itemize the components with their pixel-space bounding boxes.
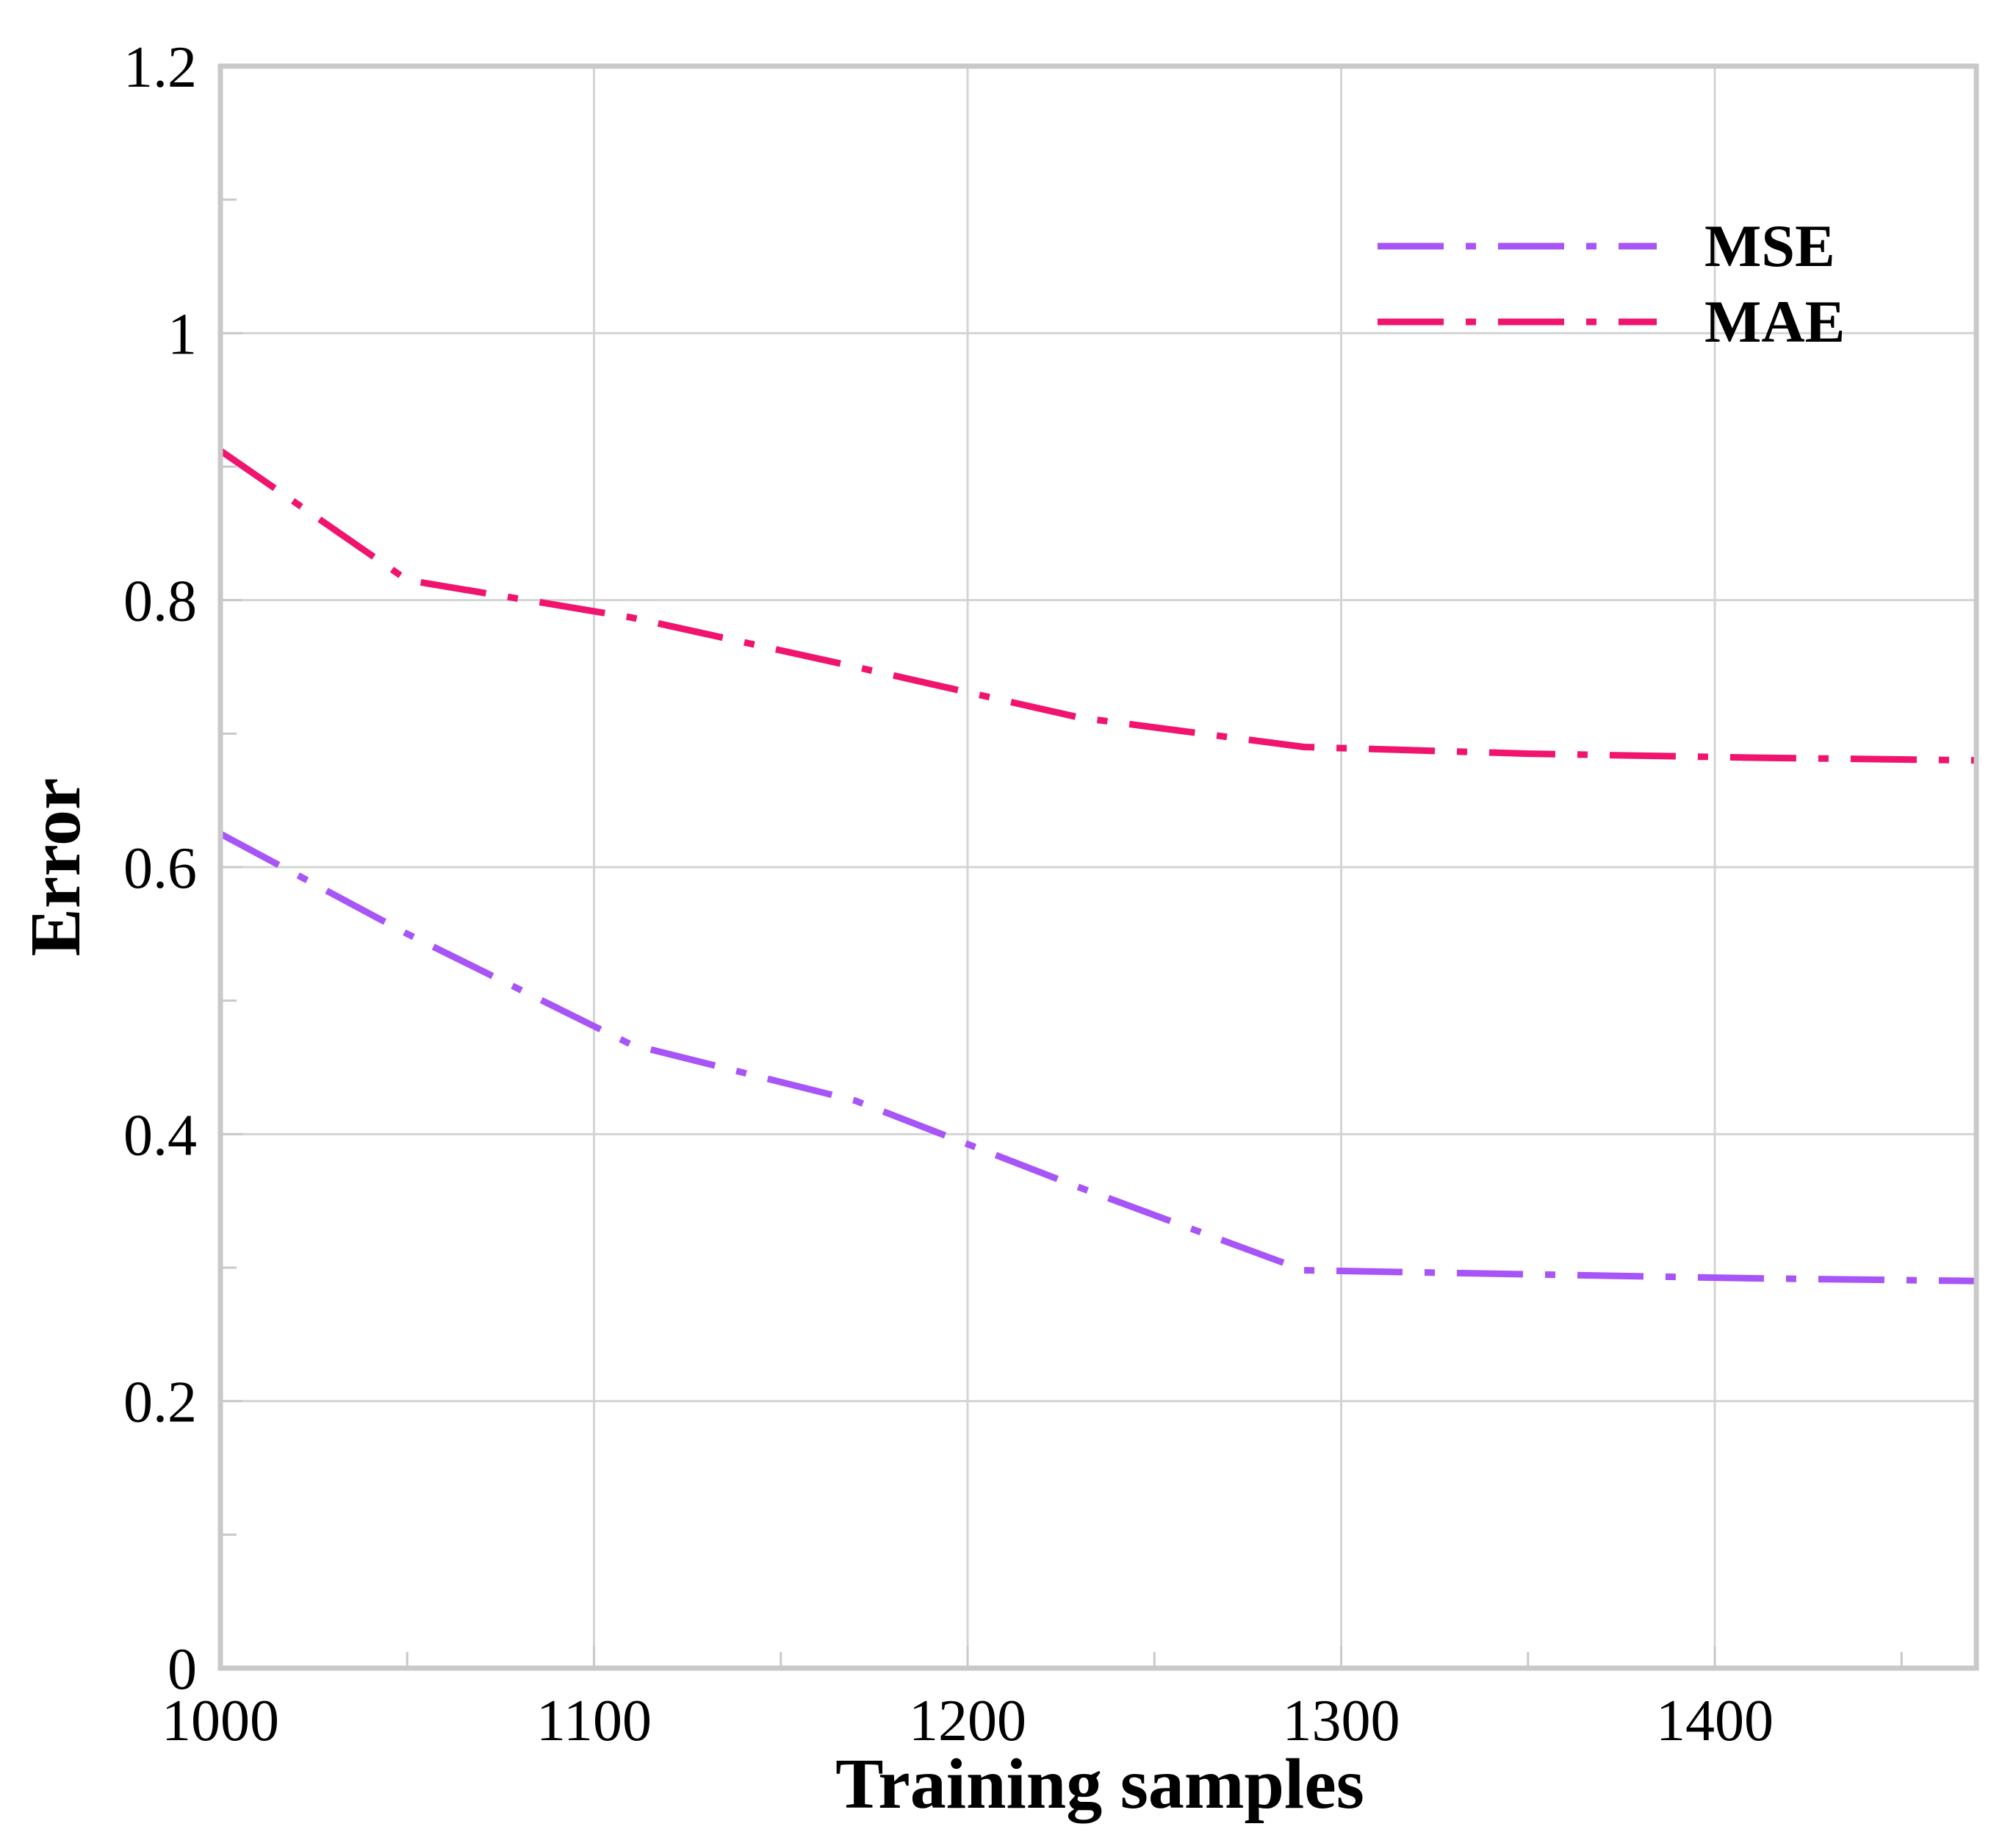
x-tick-label: 1100 [536, 1689, 652, 1753]
series-lines [218, 448, 1977, 1285]
series-line-mae [218, 448, 1977, 764]
x-tick-label: 1300 [1283, 1689, 1400, 1753]
legend: MSE MAE [1378, 212, 1845, 355]
legend-label-mse: MSE [1704, 212, 1835, 279]
y-tick-labels: 0 0.2 0.4 0.6 0.8 1 1.2 [123, 35, 197, 1702]
y-axis-title: Error [16, 777, 96, 956]
y-tick-label: 1 [168, 302, 197, 367]
plot-frame [217, 63, 1979, 1671]
x-axis-title: Training samples [835, 1745, 1364, 1824]
x-tick-label: 1400 [1656, 1689, 1774, 1753]
y-tick-label: 0.4 [123, 1103, 197, 1168]
y-tick-label: 0 [168, 1637, 197, 1702]
x-tick-label: 1200 [909, 1689, 1026, 1753]
y-tick-label: 0.8 [123, 570, 197, 634]
x-tick-label: 1000 [162, 1689, 279, 1753]
y-tick-label: 0.6 [123, 836, 197, 901]
y-tick-label: 0.2 [123, 1371, 197, 1435]
series-line-mse [218, 830, 1977, 1285]
legend-label-mae: MAE [1704, 288, 1845, 355]
y-tick-label: 1.2 [123, 35, 197, 100]
x-tick-labels: 1000 1100 1200 1300 1400 [162, 1689, 1774, 1753]
